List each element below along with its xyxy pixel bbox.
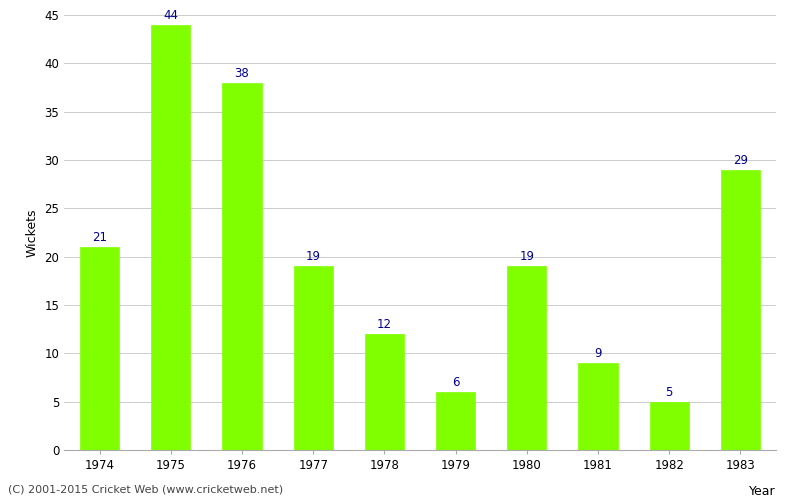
Bar xyxy=(80,247,119,450)
Bar xyxy=(507,266,546,450)
Text: Year: Year xyxy=(750,485,776,498)
Bar xyxy=(436,392,475,450)
Text: 44: 44 xyxy=(163,9,178,22)
Bar xyxy=(578,363,618,450)
Bar xyxy=(222,82,262,450)
Text: 5: 5 xyxy=(666,386,673,399)
Text: 29: 29 xyxy=(733,154,748,167)
Bar xyxy=(151,24,190,450)
Bar xyxy=(650,402,689,450)
Text: 19: 19 xyxy=(519,250,534,264)
Text: (C) 2001-2015 Cricket Web (www.cricketweb.net): (C) 2001-2015 Cricket Web (www.cricketwe… xyxy=(8,485,283,495)
Text: 19: 19 xyxy=(306,250,321,264)
Text: 6: 6 xyxy=(452,376,459,389)
Bar xyxy=(365,334,404,450)
Y-axis label: Wickets: Wickets xyxy=(26,208,38,257)
Bar xyxy=(721,170,760,450)
Text: 21: 21 xyxy=(92,231,107,244)
Text: 12: 12 xyxy=(377,318,392,331)
Bar xyxy=(294,266,333,450)
Text: 38: 38 xyxy=(234,67,250,80)
Text: 9: 9 xyxy=(594,347,602,360)
